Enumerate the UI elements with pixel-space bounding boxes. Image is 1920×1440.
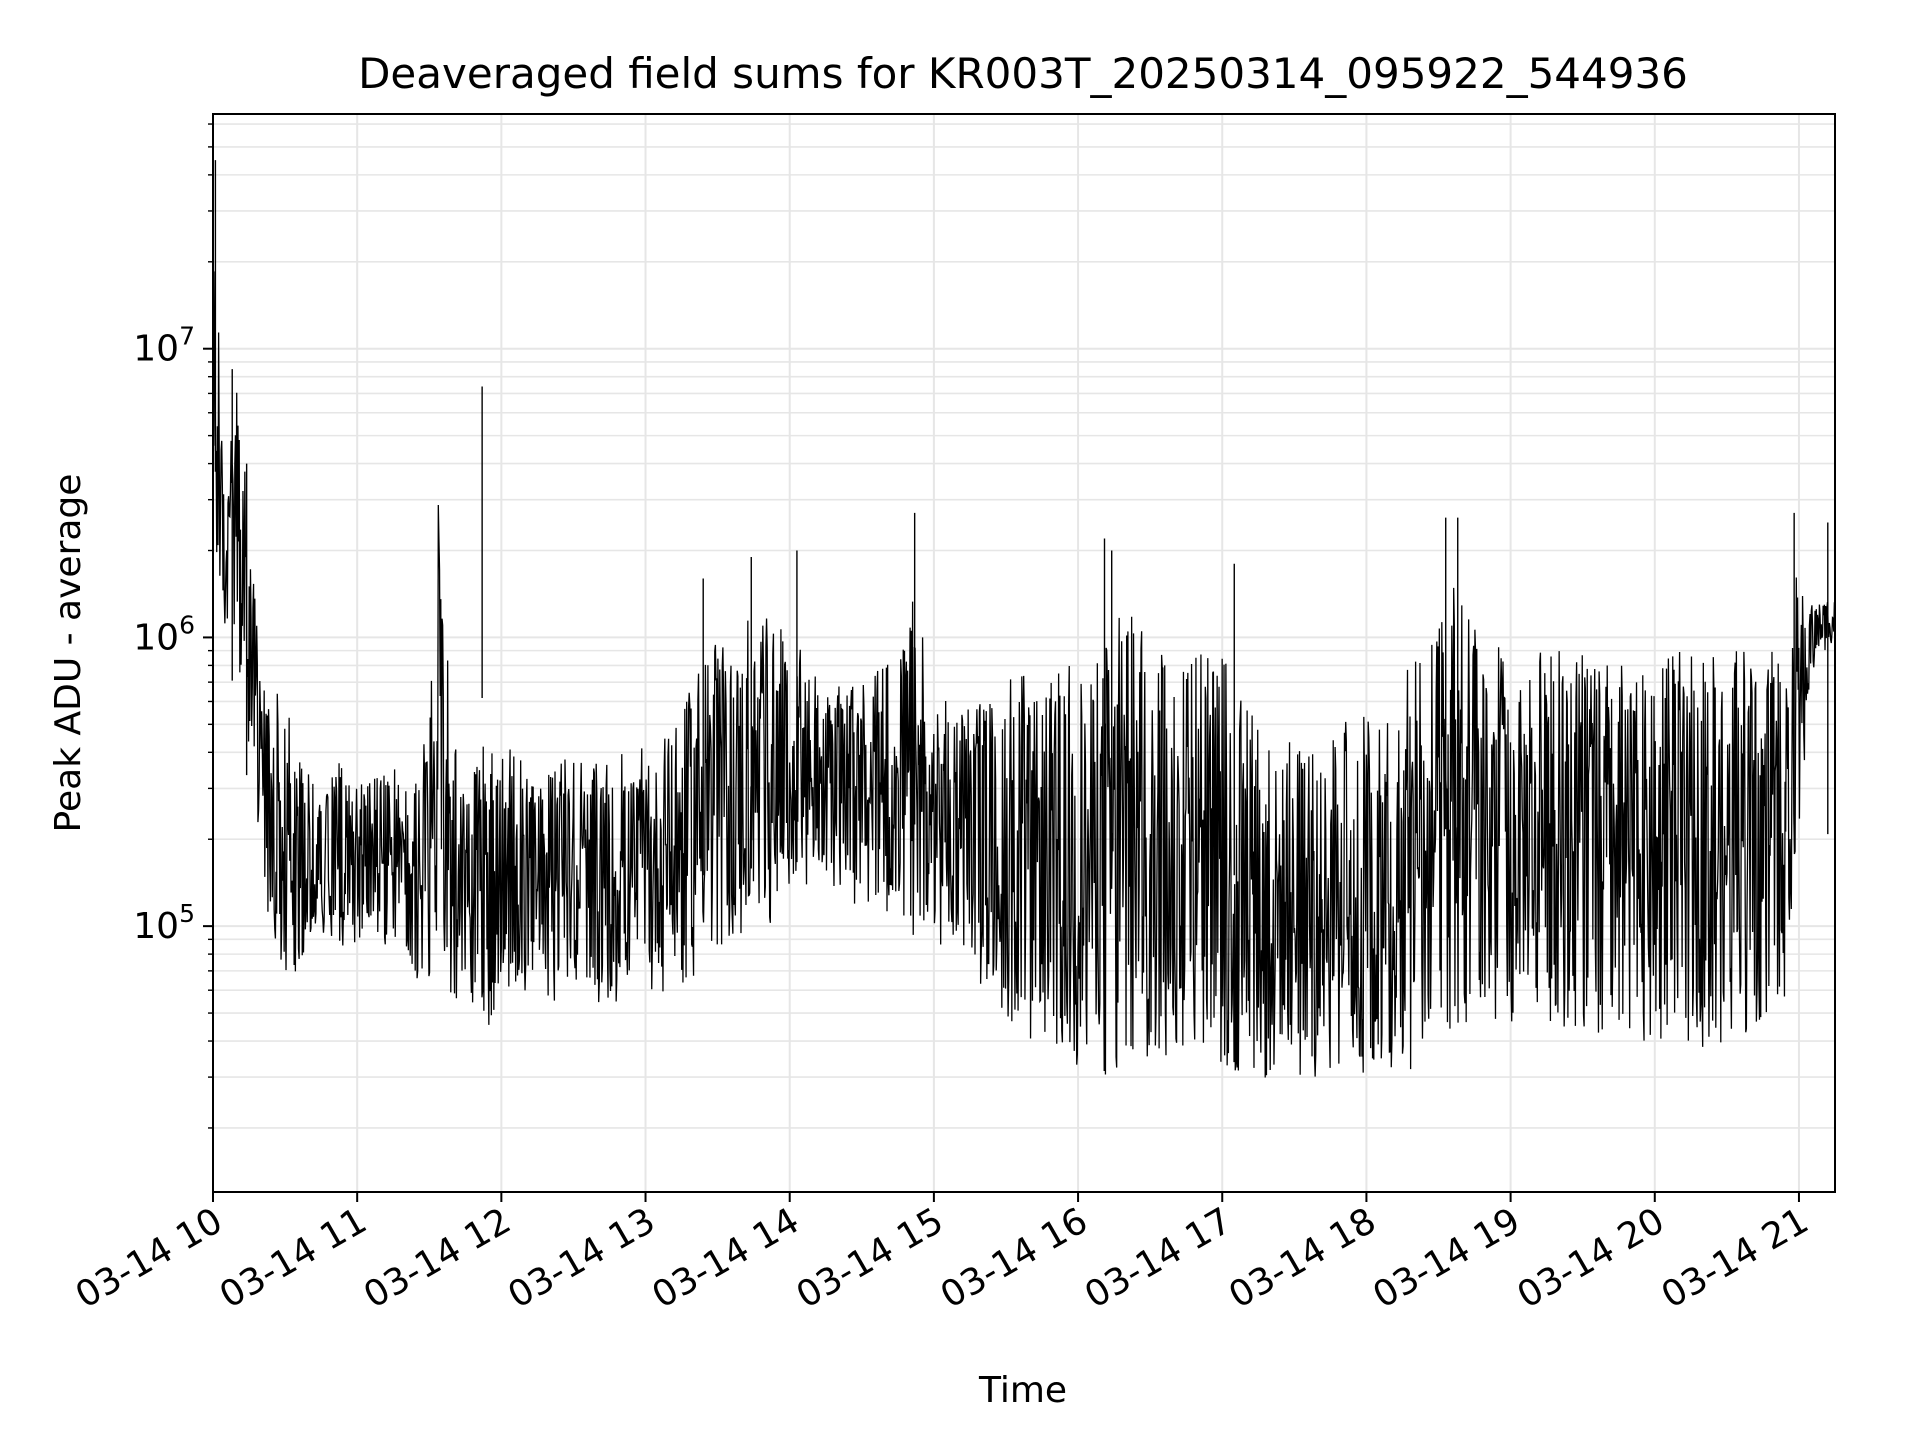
y-tick-base: 10 — [133, 906, 179, 947]
y-tick-label: 105 — [133, 899, 195, 947]
data-series-line — [212, 271, 1836, 1078]
x-axis-label: Time — [978, 1370, 1067, 1411]
y-tick-exponent: 5 — [179, 899, 195, 928]
y-tick-label: 106 — [133, 610, 195, 658]
y-tick-label: 107 — [133, 322, 195, 370]
plot-area — [212, 160, 1836, 1078]
y-tick-base: 10 — [133, 329, 179, 370]
y-tick-exponent: 6 — [179, 610, 195, 639]
y-tick-base: 10 — [133, 617, 179, 658]
chart-title: Deaveraged field sums for KR003T_2025031… — [358, 49, 1688, 98]
plot-frame — [212, 113, 1836, 1193]
y-axis-label: Peak ADU - average — [48, 474, 89, 833]
y-tick-exponent: 7 — [179, 322, 195, 351]
